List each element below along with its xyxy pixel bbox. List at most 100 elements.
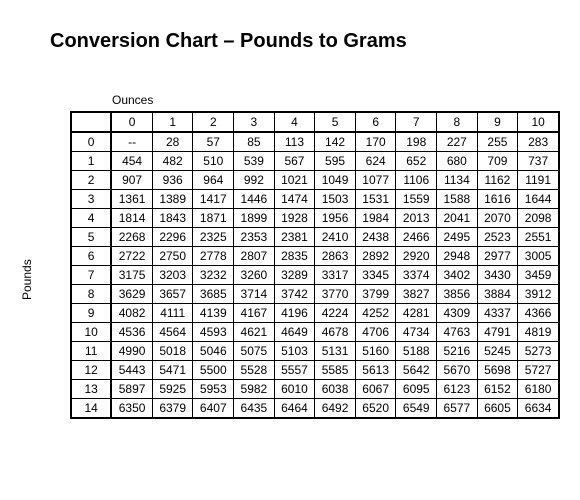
column-header: 0 <box>111 112 152 132</box>
data-cell: 6407 <box>193 399 234 419</box>
row-label: 12 <box>71 361 111 380</box>
data-cell: 2325 <box>193 228 234 247</box>
column-header: 10 <box>518 112 559 132</box>
row-label: 8 <box>71 285 111 304</box>
column-header: 5 <box>315 112 356 132</box>
data-cell: 3402 <box>437 266 478 285</box>
data-cell: 2013 <box>396 209 437 228</box>
data-cell: 4309 <box>437 304 478 323</box>
data-cell: 2041 <box>437 209 478 228</box>
data-cell: 3289 <box>274 266 315 285</box>
data-cell: 5131 <box>315 342 356 361</box>
data-cell: 1106 <box>396 171 437 190</box>
data-cell: 2466 <box>396 228 437 247</box>
data-cell: 4564 <box>152 323 193 342</box>
data-cell: 3260 <box>234 266 275 285</box>
data-cell: 3317 <box>315 266 356 285</box>
data-cell: 1503 <box>315 190 356 209</box>
table-header-row: 012345678910 <box>71 112 559 132</box>
data-cell: 283 <box>518 132 559 152</box>
data-cell: 3714 <box>234 285 275 304</box>
data-cell: 1077 <box>355 171 396 190</box>
data-cell: 6180 <box>518 380 559 399</box>
data-cell: 5245 <box>477 342 518 361</box>
data-cell: 595 <box>315 152 356 171</box>
column-header: 7 <box>396 112 437 132</box>
data-cell: 3005 <box>518 247 559 266</box>
data-cell: 6605 <box>477 399 518 419</box>
column-header: 3 <box>234 112 275 132</box>
data-cell: 4536 <box>111 323 152 342</box>
data-cell: 5613 <box>355 361 396 380</box>
data-cell: 6067 <box>355 380 396 399</box>
data-cell: 5046 <box>193 342 234 361</box>
data-cell: 2296 <box>152 228 193 247</box>
data-cell: 4593 <box>193 323 234 342</box>
data-cell: 142 <box>315 132 356 152</box>
table-row: 3136113891417144614741503153115591588161… <box>71 190 559 209</box>
table-row: 8362936573685371437423770379938273856388… <box>71 285 559 304</box>
data-cell: 4763 <box>437 323 478 342</box>
data-cell: 3374 <box>396 266 437 285</box>
data-cell: 1474 <box>274 190 315 209</box>
data-cell: 5925 <box>152 380 193 399</box>
row-label: 5 <box>71 228 111 247</box>
data-cell: 1417 <box>193 190 234 209</box>
data-cell: 539 <box>234 152 275 171</box>
row-label: 9 <box>71 304 111 323</box>
data-cell: 4649 <box>274 323 315 342</box>
data-cell: 4111 <box>152 304 193 323</box>
page-title: Conversion Chart – Pounds to Grams <box>50 30 560 53</box>
data-cell: 6634 <box>518 399 559 419</box>
data-cell: 2807 <box>234 247 275 266</box>
data-cell: 113 <box>274 132 315 152</box>
data-cell: 992 <box>234 171 275 190</box>
data-cell: 1559 <box>396 190 437 209</box>
data-cell: 170 <box>355 132 396 152</box>
data-cell: 4082 <box>111 304 152 323</box>
table-row: 6272227502778280728352863289229202948297… <box>71 247 559 266</box>
data-cell: 6520 <box>355 399 396 419</box>
data-cell: 3345 <box>355 266 396 285</box>
data-cell: 4706 <box>355 323 396 342</box>
data-cell: 1588 <box>437 190 478 209</box>
data-cell: 6038 <box>315 380 356 399</box>
data-cell: 2977 <box>477 247 518 266</box>
data-cell: 936 <box>152 171 193 190</box>
table-row: 0--285785113142170198227255283 <box>71 132 559 152</box>
data-cell: 1899 <box>234 209 275 228</box>
column-header: 9 <box>477 112 518 132</box>
column-header: 1 <box>152 112 193 132</box>
data-cell: 454 <box>111 152 152 171</box>
data-cell: 4990 <box>111 342 152 361</box>
data-cell: 5471 <box>152 361 193 380</box>
data-cell: 2892 <box>355 247 396 266</box>
data-cell: 737 <box>518 152 559 171</box>
data-cell: 510 <box>193 152 234 171</box>
data-cell: 6095 <box>396 380 437 399</box>
row-label: 1 <box>71 152 111 171</box>
row-label: 14 <box>71 399 111 419</box>
data-cell: 5670 <box>437 361 478 380</box>
data-cell: 2410 <box>315 228 356 247</box>
data-cell: 4167 <box>234 304 275 323</box>
data-cell: 4791 <box>477 323 518 342</box>
data-cell: 5160 <box>355 342 396 361</box>
data-cell: 5953 <box>193 380 234 399</box>
data-cell: 3175 <box>111 266 152 285</box>
data-cell: 1361 <box>111 190 152 209</box>
row-axis-label: Pounds <box>20 259 34 300</box>
data-cell: 2948 <box>437 247 478 266</box>
column-axis-label: Ounces <box>112 93 560 107</box>
data-cell: 1871 <box>193 209 234 228</box>
data-cell: 2070 <box>477 209 518 228</box>
data-cell: 85 <box>234 132 275 152</box>
data-cell: 4337 <box>477 304 518 323</box>
data-cell: 624 <box>355 152 396 171</box>
data-cell: 255 <box>477 132 518 152</box>
data-cell: 2920 <box>396 247 437 266</box>
column-header: 6 <box>355 112 396 132</box>
data-cell: 3799 <box>355 285 396 304</box>
data-cell: 5698 <box>477 361 518 380</box>
data-cell: 3912 <box>518 285 559 304</box>
